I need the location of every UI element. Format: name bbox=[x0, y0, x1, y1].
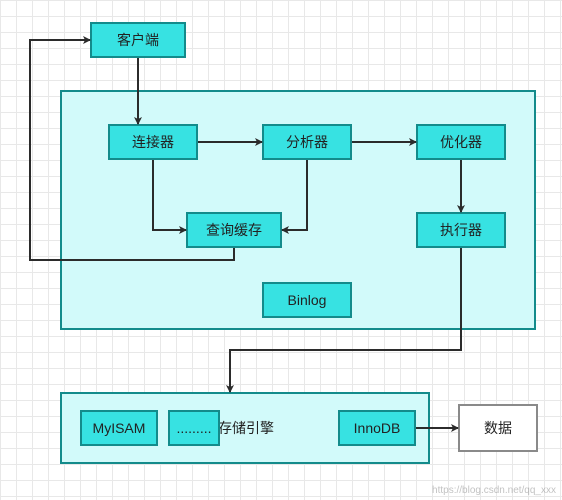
node-client: 客户端 bbox=[90, 22, 186, 58]
node-optimizer-label: 优化器 bbox=[440, 132, 482, 152]
node-analyzer: 分析器 bbox=[262, 124, 352, 160]
node-cache: 查询缓存 bbox=[186, 212, 282, 248]
node-binlog-label: Binlog bbox=[288, 292, 327, 308]
node-cache-label: 查询缓存 bbox=[206, 220, 262, 240]
node-connector: 连接器 bbox=[108, 124, 198, 160]
node-data: 数据 bbox=[458, 404, 538, 452]
watermark: https://blog.csdn.net/qq_xxx bbox=[432, 485, 556, 496]
node-innodb: InnoDB bbox=[338, 410, 416, 446]
node-client-label: 客户端 bbox=[117, 30, 159, 50]
node-analyzer-label: 分析器 bbox=[286, 132, 328, 152]
node-connector-label: 连接器 bbox=[132, 132, 174, 152]
node-etc-label: ......... bbox=[176, 420, 211, 436]
node-data-label: 数据 bbox=[484, 418, 512, 438]
node-binlog: Binlog bbox=[262, 282, 352, 318]
node-etc: ......... bbox=[168, 410, 220, 446]
node-executor: 执行器 bbox=[416, 212, 506, 248]
node-myisam-label: MyISAM bbox=[93, 420, 146, 436]
diagram-canvas: 存储引擎 客户端 连接器 分析器 优化器 查询缓存 执行器 Binlog MyI… bbox=[0, 0, 562, 500]
watermark-text: https://blog.csdn.net/qq_xxx bbox=[432, 485, 556, 496]
node-optimizer: 优化器 bbox=[416, 124, 506, 160]
node-innodb-label: InnoDB bbox=[354, 420, 401, 436]
node-myisam: MyISAM bbox=[80, 410, 158, 446]
storage-label-text: 存储引擎 bbox=[218, 418, 274, 438]
node-executor-label: 执行器 bbox=[440, 220, 482, 240]
